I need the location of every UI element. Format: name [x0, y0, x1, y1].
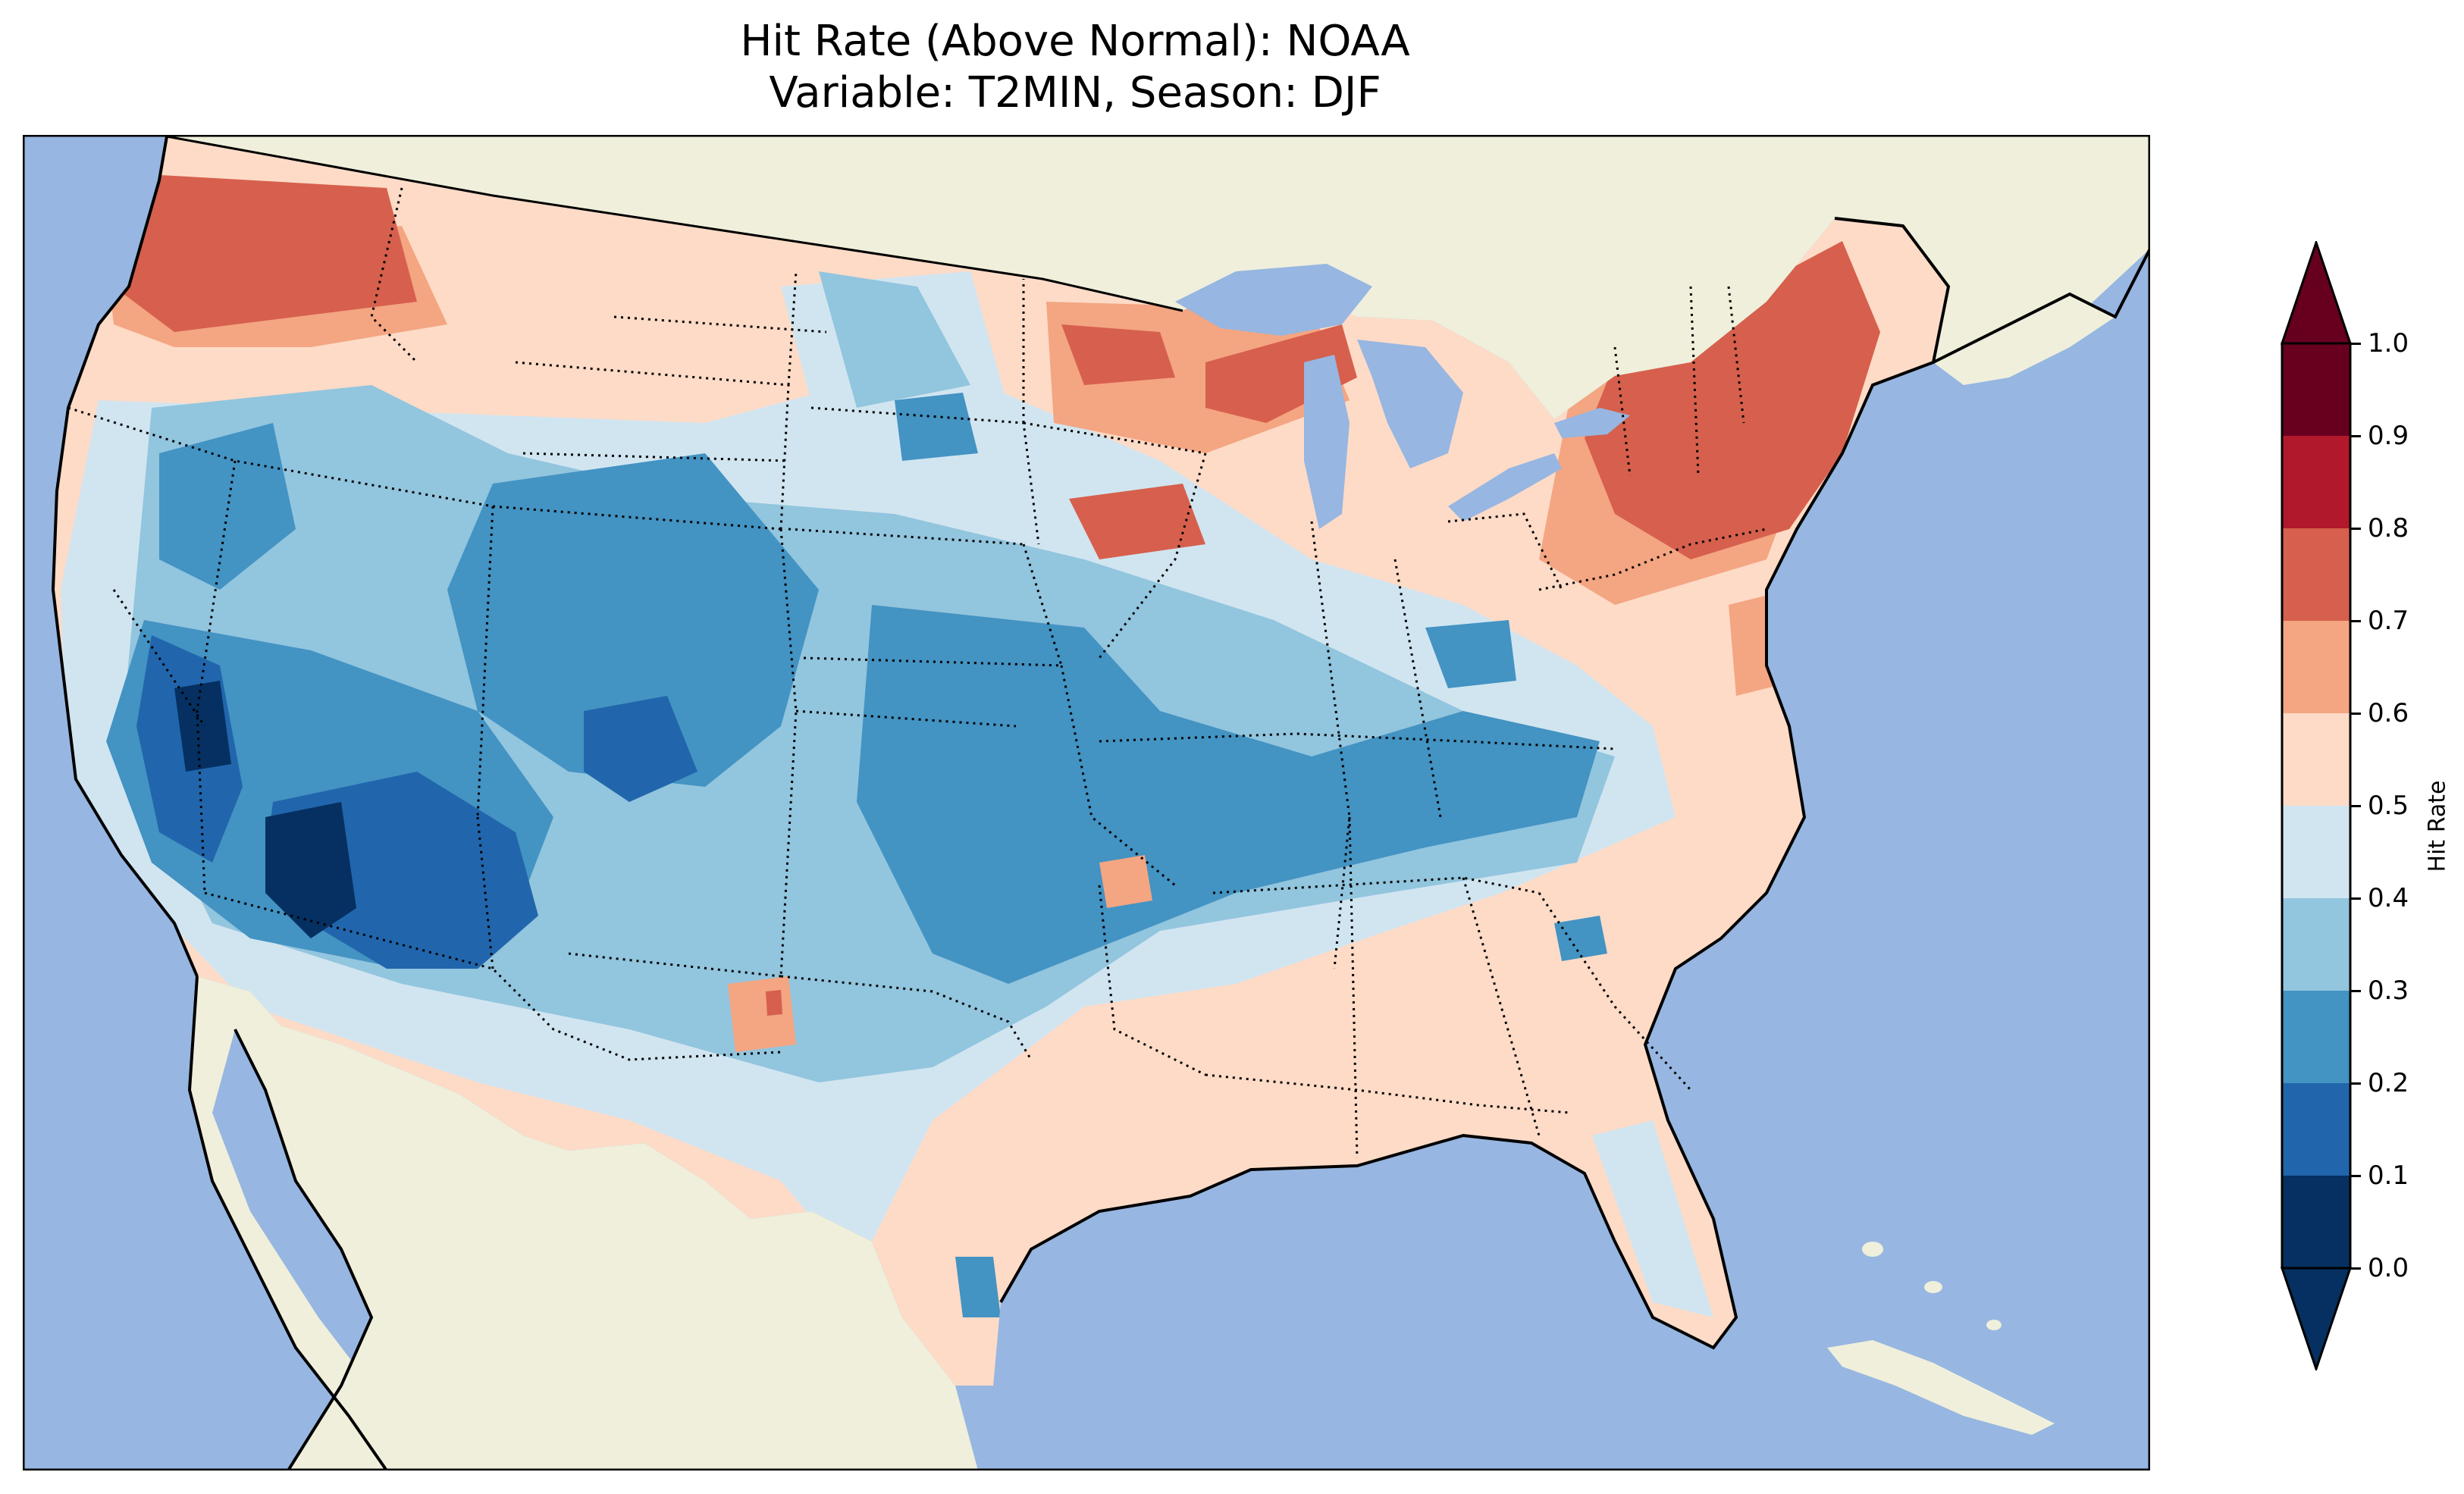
- colorbar-tick-label: 0.0: [2368, 1253, 2409, 1283]
- colorbar-bin: [2282, 991, 2350, 1083]
- lake-huron: [1357, 340, 1463, 468]
- colorbar-tick-mark: [2350, 1082, 2361, 1085]
- coastline: [51, 136, 1951, 1350]
- colorbar-extend-max: [2280, 239, 2353, 345]
- colorbar-tick-label: 0.3: [2368, 976, 2409, 1006]
- colorbar-tick-label: 0.9: [2368, 421, 2409, 451]
- lake-ontario: [1554, 408, 1630, 438]
- lake-michigan: [1304, 355, 1350, 529]
- colorbar-tick-mark: [2350, 713, 2361, 715]
- mexico-land: [190, 976, 978, 1471]
- colorbar-tick-mark: [2350, 805, 2361, 807]
- lake-superior: [1175, 264, 1372, 336]
- lake-erie: [1448, 453, 1562, 521]
- colorbar-bins: [2282, 343, 2350, 1268]
- canada-coastline: [1933, 248, 2150, 364]
- map-panel: [23, 135, 2150, 1471]
- canada-land: [167, 135, 2150, 419]
- colorbar-bin: [2282, 1083, 2350, 1176]
- colorbar-tick-mark: [2350, 897, 2361, 900]
- colorbar-tick-label: 0.2: [2368, 1068, 2409, 1098]
- colorbar-tick-mark: [2350, 435, 2361, 437]
- colorbar-tick-label: 0.1: [2368, 1160, 2409, 1191]
- colorbar-bin: [2282, 528, 2350, 621]
- map-frame-border: [23, 135, 2150, 1471]
- colorbar-bin: [2282, 713, 2350, 806]
- us-canada-border: [166, 135, 1183, 312]
- colorbar-tick-label: 0.7: [2368, 606, 2409, 636]
- colorbar-tick-mark: [2350, 1175, 2361, 1177]
- colorbar-tick-mark: [2350, 990, 2361, 992]
- colorbar-label: Hit Rate: [2424, 780, 2451, 872]
- colorbar-extend-min: [2280, 1267, 2353, 1373]
- colorbar-tick-label: 0.4: [2368, 883, 2409, 913]
- colorbar-tick-label: 0.5: [2368, 791, 2409, 821]
- colorbar-bin: [2282, 436, 2350, 528]
- colorbar-tick-mark: [2350, 343, 2361, 345]
- colorbar-bin: [2282, 806, 2350, 898]
- colorbar-tick-label: 0.8: [2368, 513, 2409, 543]
- mexico-coastline: [187, 976, 388, 1471]
- colorbar-bin: [2282, 1176, 2350, 1268]
- colorbar-bin: [2282, 898, 2350, 991]
- map-title-line-1: Hit Rate (Above Normal): NOAA: [740, 17, 1410, 66]
- state-borders: [67, 187, 1767, 1159]
- colorbar-tick-mark: [2350, 620, 2361, 622]
- colorbar-tick-label: 0.6: [2368, 698, 2409, 728]
- colorbar-tick-label: 1.0: [2368, 328, 2409, 359]
- maritimes-land: [1933, 294, 2115, 385]
- colorbar-bin: [2282, 343, 2350, 436]
- map-title-line-2: Variable: T2MIN, Season: DJF: [769, 68, 1381, 117]
- colorbar-tick-mark: [2350, 528, 2361, 530]
- colorbar-bin: [2282, 621, 2350, 713]
- colorbar-tick-mark: [2350, 1267, 2361, 1270]
- cuba-land: [1827, 1340, 2055, 1435]
